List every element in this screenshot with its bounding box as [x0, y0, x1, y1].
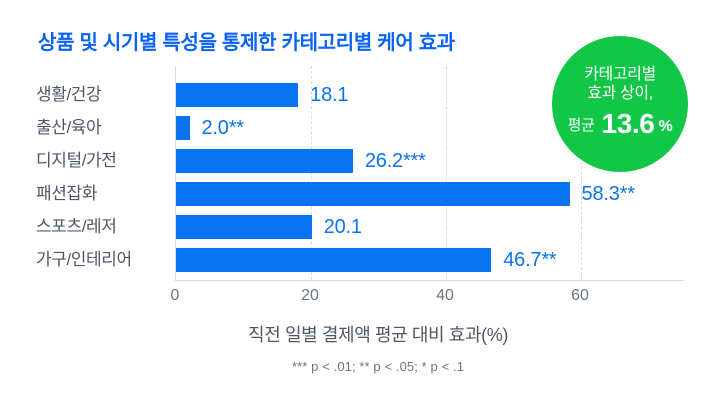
badge-average-prefix: 평균: [567, 117, 595, 134]
bar-value-label: 46.7**: [503, 249, 557, 271]
x-tick-label-0: 0: [170, 287, 180, 304]
bar-생활/건강: [176, 83, 299, 107]
bar-스포츠/레저: [176, 215, 312, 239]
significance-footnote: *** p < .01; ** p < .05; * p < .1: [291, 359, 465, 374]
category-label-가구/인테리어: 가구/인테리어: [36, 250, 132, 269]
category-label-생활/건강: 생활/건강: [36, 85, 102, 104]
badge-text-line1: 카테고리별: [584, 66, 656, 83]
category-label-스포츠/레저: 스포츠/레저: [36, 217, 117, 236]
bar-출산/육아: [176, 116, 190, 140]
badge-text-line2: 효과 상이,: [587, 85, 653, 102]
category-label-출산/육아: 출산/육아: [36, 118, 102, 137]
category-label-패션잡화: 패션잡화: [36, 184, 97, 203]
bar-value-label: 18.1: [310, 84, 349, 106]
x-tick-label-40: 40: [436, 287, 454, 304]
plot-area: 18.1 2.0** 26.2*** 58.3** 20.1 46.7**: [175, 66, 684, 281]
badge-average-stat: 평균 13.6 %: [568, 110, 673, 143]
category-label-디지털/가전: 디지털/가전: [36, 151, 117, 170]
gridline-x-40: [446, 66, 447, 280]
bar-value-label: 26.2***: [364, 150, 426, 172]
bar-패션잡화: [176, 182, 570, 206]
x-axis-title: 직전 일별 결제액 평균 대비 효과(%): [248, 325, 508, 345]
gridline-x-20: [311, 66, 312, 280]
bar-가구/인테리어: [176, 248, 492, 272]
x-tick-label-60: 60: [571, 287, 589, 304]
badge-average-value: 13.6: [601, 108, 655, 139]
gridline-x-60: [581, 66, 582, 280]
bar-디지털/가전: [176, 149, 353, 173]
bar-value-label: 20.1: [323, 216, 362, 238]
chart-title: 상품 및 시기별 특성을 통제한 카테고리별 케어 효과: [38, 32, 455, 54]
bar-value-label: 2.0**: [201, 117, 245, 139]
badge-average-unit: %: [658, 118, 673, 135]
x-tick-label-20: 20: [301, 287, 319, 304]
bar-value-label: 58.3**: [581, 183, 635, 205]
highlight-badge: 카테고리별 효과 상이, 평균 13.6 %: [552, 36, 688, 172]
